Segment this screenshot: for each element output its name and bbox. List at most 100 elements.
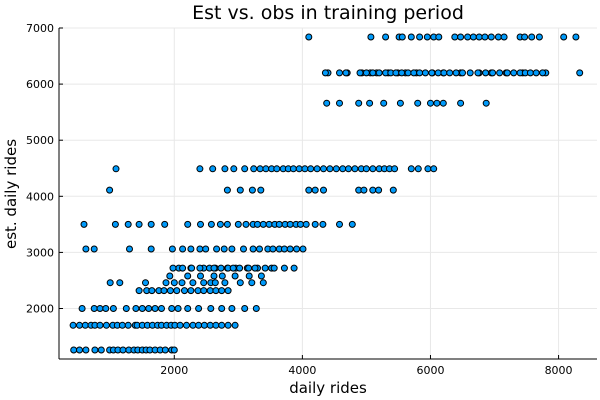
data-point <box>91 346 99 354</box>
data-point <box>207 305 215 312</box>
data-point <box>295 165 303 173</box>
data-point <box>96 321 104 329</box>
data-point <box>302 220 310 228</box>
data-point <box>218 305 226 312</box>
data-point <box>526 69 534 77</box>
data-point <box>369 186 377 194</box>
data-point <box>257 272 265 280</box>
data-point <box>261 264 269 272</box>
data-point <box>210 264 218 272</box>
data-point <box>503 69 511 77</box>
data-point <box>236 279 244 287</box>
data-point <box>320 165 327 173</box>
data-point <box>200 321 208 329</box>
data-point <box>119 346 127 354</box>
y-tick-label: 5000 <box>26 134 54 147</box>
data-point <box>200 287 208 295</box>
data-points <box>69 33 584 354</box>
data-point <box>197 272 204 280</box>
data-point <box>427 99 434 107</box>
data-point <box>367 33 375 41</box>
data-point <box>351 165 359 173</box>
data-point <box>254 220 261 228</box>
data-point <box>452 69 460 77</box>
data-point <box>342 69 350 77</box>
data-point <box>197 220 204 228</box>
data-point <box>166 272 174 280</box>
data-point <box>196 245 204 253</box>
data-point <box>173 287 181 295</box>
data-point <box>189 279 197 287</box>
data-point <box>262 165 270 173</box>
data-point <box>116 279 124 287</box>
data-point <box>494 33 502 41</box>
data-point <box>293 245 301 253</box>
data-point <box>487 33 495 41</box>
data-point <box>414 165 422 173</box>
data-point <box>242 220 250 228</box>
data-point <box>221 279 229 287</box>
data-point <box>179 245 187 253</box>
data-point <box>212 287 220 295</box>
data-point <box>430 165 438 173</box>
data-point <box>457 99 465 107</box>
data-point <box>336 220 343 228</box>
data-point <box>106 279 114 287</box>
data-point <box>176 321 184 329</box>
data-point <box>195 321 203 329</box>
data-point <box>184 305 192 312</box>
data-point <box>404 69 412 77</box>
data-point <box>169 264 177 272</box>
data-point <box>183 321 190 329</box>
data-point <box>375 69 383 77</box>
y-tick-label: 4000 <box>26 190 54 203</box>
data-point <box>475 33 483 41</box>
data-point <box>124 220 132 228</box>
data-point <box>369 69 377 77</box>
data-point <box>212 321 220 329</box>
data-point <box>424 165 432 173</box>
data-point <box>148 287 156 295</box>
data-point <box>398 33 406 41</box>
x-tick-label: 4000 <box>288 364 316 377</box>
data-point <box>234 220 242 228</box>
data-point <box>231 321 239 329</box>
data-point <box>223 186 231 194</box>
data-point <box>433 99 441 107</box>
data-point <box>572 33 580 41</box>
data-point <box>273 165 281 173</box>
data-point <box>380 99 388 107</box>
data-point <box>396 99 404 107</box>
chart-title: Est vs. obs in training period <box>192 2 464 24</box>
data-point <box>132 305 140 312</box>
data-point <box>213 245 221 253</box>
data-point <box>228 245 236 253</box>
data-point <box>160 287 168 295</box>
data-point <box>369 165 377 173</box>
data-point <box>135 287 143 295</box>
data-point <box>187 245 195 253</box>
data-point <box>179 264 187 272</box>
data-point <box>500 33 508 41</box>
data-point <box>111 220 119 228</box>
data-point <box>398 69 406 77</box>
data-point <box>535 33 543 41</box>
data-point <box>362 69 370 77</box>
data-point <box>230 165 238 173</box>
data-point <box>435 33 443 41</box>
data-point <box>348 220 356 228</box>
data-point <box>269 245 277 253</box>
data-point <box>360 186 368 194</box>
data-point <box>220 245 228 253</box>
data-point <box>382 33 390 41</box>
data-point <box>391 165 399 173</box>
data-point <box>194 287 202 295</box>
data-point <box>224 287 232 295</box>
data-point <box>275 220 283 228</box>
data-point <box>245 272 253 280</box>
data-point <box>428 69 436 77</box>
data-point <box>147 245 155 253</box>
data-point <box>174 305 182 312</box>
data-point <box>410 69 418 77</box>
data-point <box>297 220 304 228</box>
